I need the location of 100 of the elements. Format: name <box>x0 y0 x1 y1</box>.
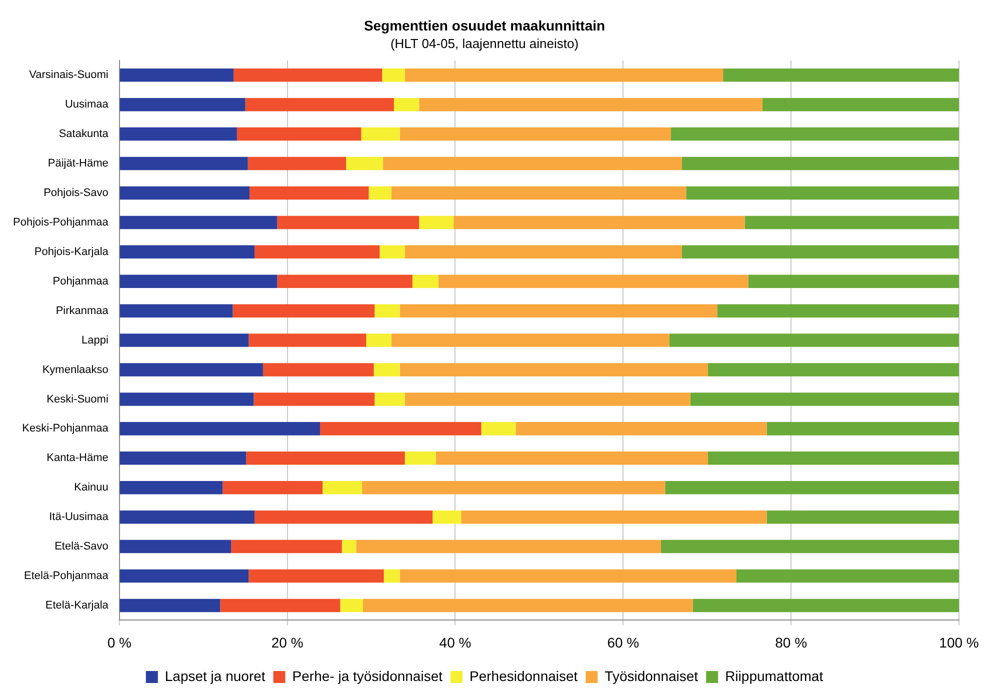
bar <box>120 156 248 170</box>
bar <box>320 422 482 436</box>
y-tick-label: Pohjanmaa <box>52 275 110 288</box>
bar <box>400 363 708 376</box>
bar <box>708 363 959 376</box>
legend-label: Perhesidonnaiset <box>469 668 578 684</box>
legend-label: Lapset ja nuoret <box>164 668 266 684</box>
bar <box>232 304 375 318</box>
bar <box>248 334 366 347</box>
x-tick-label: 40 % <box>439 634 472 650</box>
bar <box>254 245 380 259</box>
bar <box>245 98 394 112</box>
bar <box>432 510 462 524</box>
legend-label: Perhe- ja työsidonnaiset <box>292 668 443 684</box>
bar <box>342 540 356 554</box>
y-tick-label: Varsinais-Suomi <box>29 69 108 82</box>
bar <box>120 452 246 465</box>
y-tick-label: Lappi <box>81 334 108 346</box>
bar <box>340 598 363 612</box>
bar <box>419 98 763 112</box>
bar <box>120 569 249 583</box>
bar <box>404 392 690 406</box>
bar <box>362 598 693 612</box>
bar <box>277 216 420 230</box>
y-tick-label: Kainuu <box>74 482 108 494</box>
bar <box>366 334 392 347</box>
bar <box>346 156 384 170</box>
bar <box>682 245 959 259</box>
bar <box>394 98 420 112</box>
bar <box>222 480 323 494</box>
bar <box>736 569 959 583</box>
bar <box>412 274 438 288</box>
bar <box>400 569 737 583</box>
y-tick-label: Päijät-Häme <box>48 158 108 170</box>
bar <box>248 569 384 583</box>
x-tick-label: 20 % <box>271 634 304 650</box>
y-tick-label: Etelä-Karjala <box>45 600 110 612</box>
bar <box>368 186 392 200</box>
bar <box>766 510 959 524</box>
chart-title: Segmenttien osuudet maakunnittain <box>364 17 606 34</box>
x-tick-label: 80 % <box>775 634 808 650</box>
legend-label: Työsidonnaiset <box>604 668 698 684</box>
bar <box>744 216 959 230</box>
bar <box>120 422 320 436</box>
bar <box>516 422 767 436</box>
bar <box>671 127 959 141</box>
bar <box>419 216 454 230</box>
bar <box>120 127 237 141</box>
bar <box>682 156 959 170</box>
bar <box>383 156 682 170</box>
bar <box>748 274 959 288</box>
bar <box>120 216 278 230</box>
bar <box>120 98 246 112</box>
bar <box>120 245 255 259</box>
bar <box>766 422 959 436</box>
y-tick-label: Keski-Pohjanmaa <box>22 422 110 435</box>
legend-label: Riippumattomat <box>725 668 824 684</box>
y-tick-label: Uusimaa <box>64 98 110 111</box>
bar <box>391 186 686 200</box>
bar <box>356 540 661 554</box>
bar <box>254 510 433 524</box>
bar <box>120 510 255 524</box>
bar <box>248 156 346 170</box>
x-tick-label: 100 % <box>939 634 979 650</box>
bar <box>404 245 682 259</box>
bar <box>404 452 436 465</box>
bar <box>246 452 405 465</box>
chart-subtitle: (HLT 04-05, laajennettu aineisto) <box>390 36 579 52</box>
bar <box>692 598 959 612</box>
y-tick-label: Pohjois-Pohjanmaa <box>13 216 110 228</box>
bar <box>461 510 767 524</box>
bar <box>391 334 670 347</box>
bar <box>254 392 375 406</box>
bar <box>120 540 232 554</box>
bar <box>665 480 959 494</box>
y-tick-label: Satakunta <box>58 128 110 140</box>
y-tick-label: Etelä-Savo <box>54 540 108 553</box>
bar <box>384 569 400 583</box>
y-tick-label: Pohjois-Karjala <box>34 246 110 258</box>
bar <box>669 334 959 347</box>
bar <box>374 363 400 376</box>
bar <box>660 540 959 554</box>
bar <box>708 452 959 465</box>
bar <box>231 540 342 554</box>
bar <box>120 392 254 406</box>
bar <box>436 452 708 465</box>
y-tick-label: Etelä-Pohjanmaa <box>24 570 110 582</box>
bar <box>762 98 959 112</box>
bar <box>120 334 249 347</box>
bar <box>374 304 400 318</box>
bar <box>690 392 959 406</box>
bar <box>220 598 340 612</box>
bar <box>120 274 278 288</box>
bar <box>120 598 220 612</box>
bar <box>234 68 382 82</box>
bar <box>120 304 233 318</box>
bar <box>120 363 263 376</box>
bar <box>481 422 516 436</box>
bar <box>322 480 362 494</box>
bar <box>262 363 374 376</box>
